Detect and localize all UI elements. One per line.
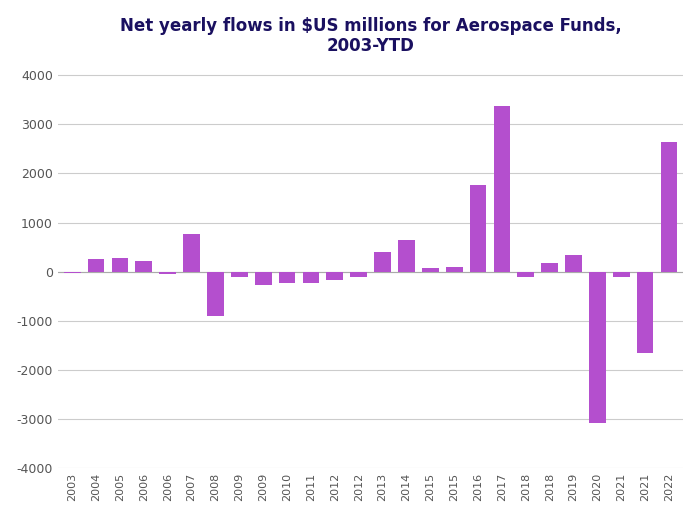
Bar [64, 271, 80, 273]
Bar [255, 271, 272, 285]
Bar [350, 271, 367, 277]
Bar [207, 271, 224, 316]
Bar [661, 142, 678, 271]
Bar [136, 261, 152, 271]
Bar [279, 271, 295, 283]
Bar [446, 267, 463, 271]
Bar [494, 106, 510, 271]
Bar [517, 271, 534, 277]
Bar [637, 271, 654, 353]
Bar [111, 258, 128, 271]
Bar [183, 234, 200, 271]
Bar [326, 271, 343, 280]
Bar [589, 271, 606, 423]
Title: Net yearly flows in $US millions for Aerospace Funds,
2003-YTD: Net yearly flows in $US millions for Aer… [120, 17, 622, 55]
Bar [613, 271, 629, 277]
Bar [88, 260, 104, 271]
Bar [422, 268, 439, 271]
Bar [231, 271, 248, 277]
Bar [541, 263, 558, 271]
Bar [470, 185, 486, 271]
Bar [160, 271, 176, 274]
Bar [374, 252, 391, 271]
Bar [565, 255, 582, 271]
Bar [398, 240, 415, 271]
Bar [302, 271, 319, 283]
